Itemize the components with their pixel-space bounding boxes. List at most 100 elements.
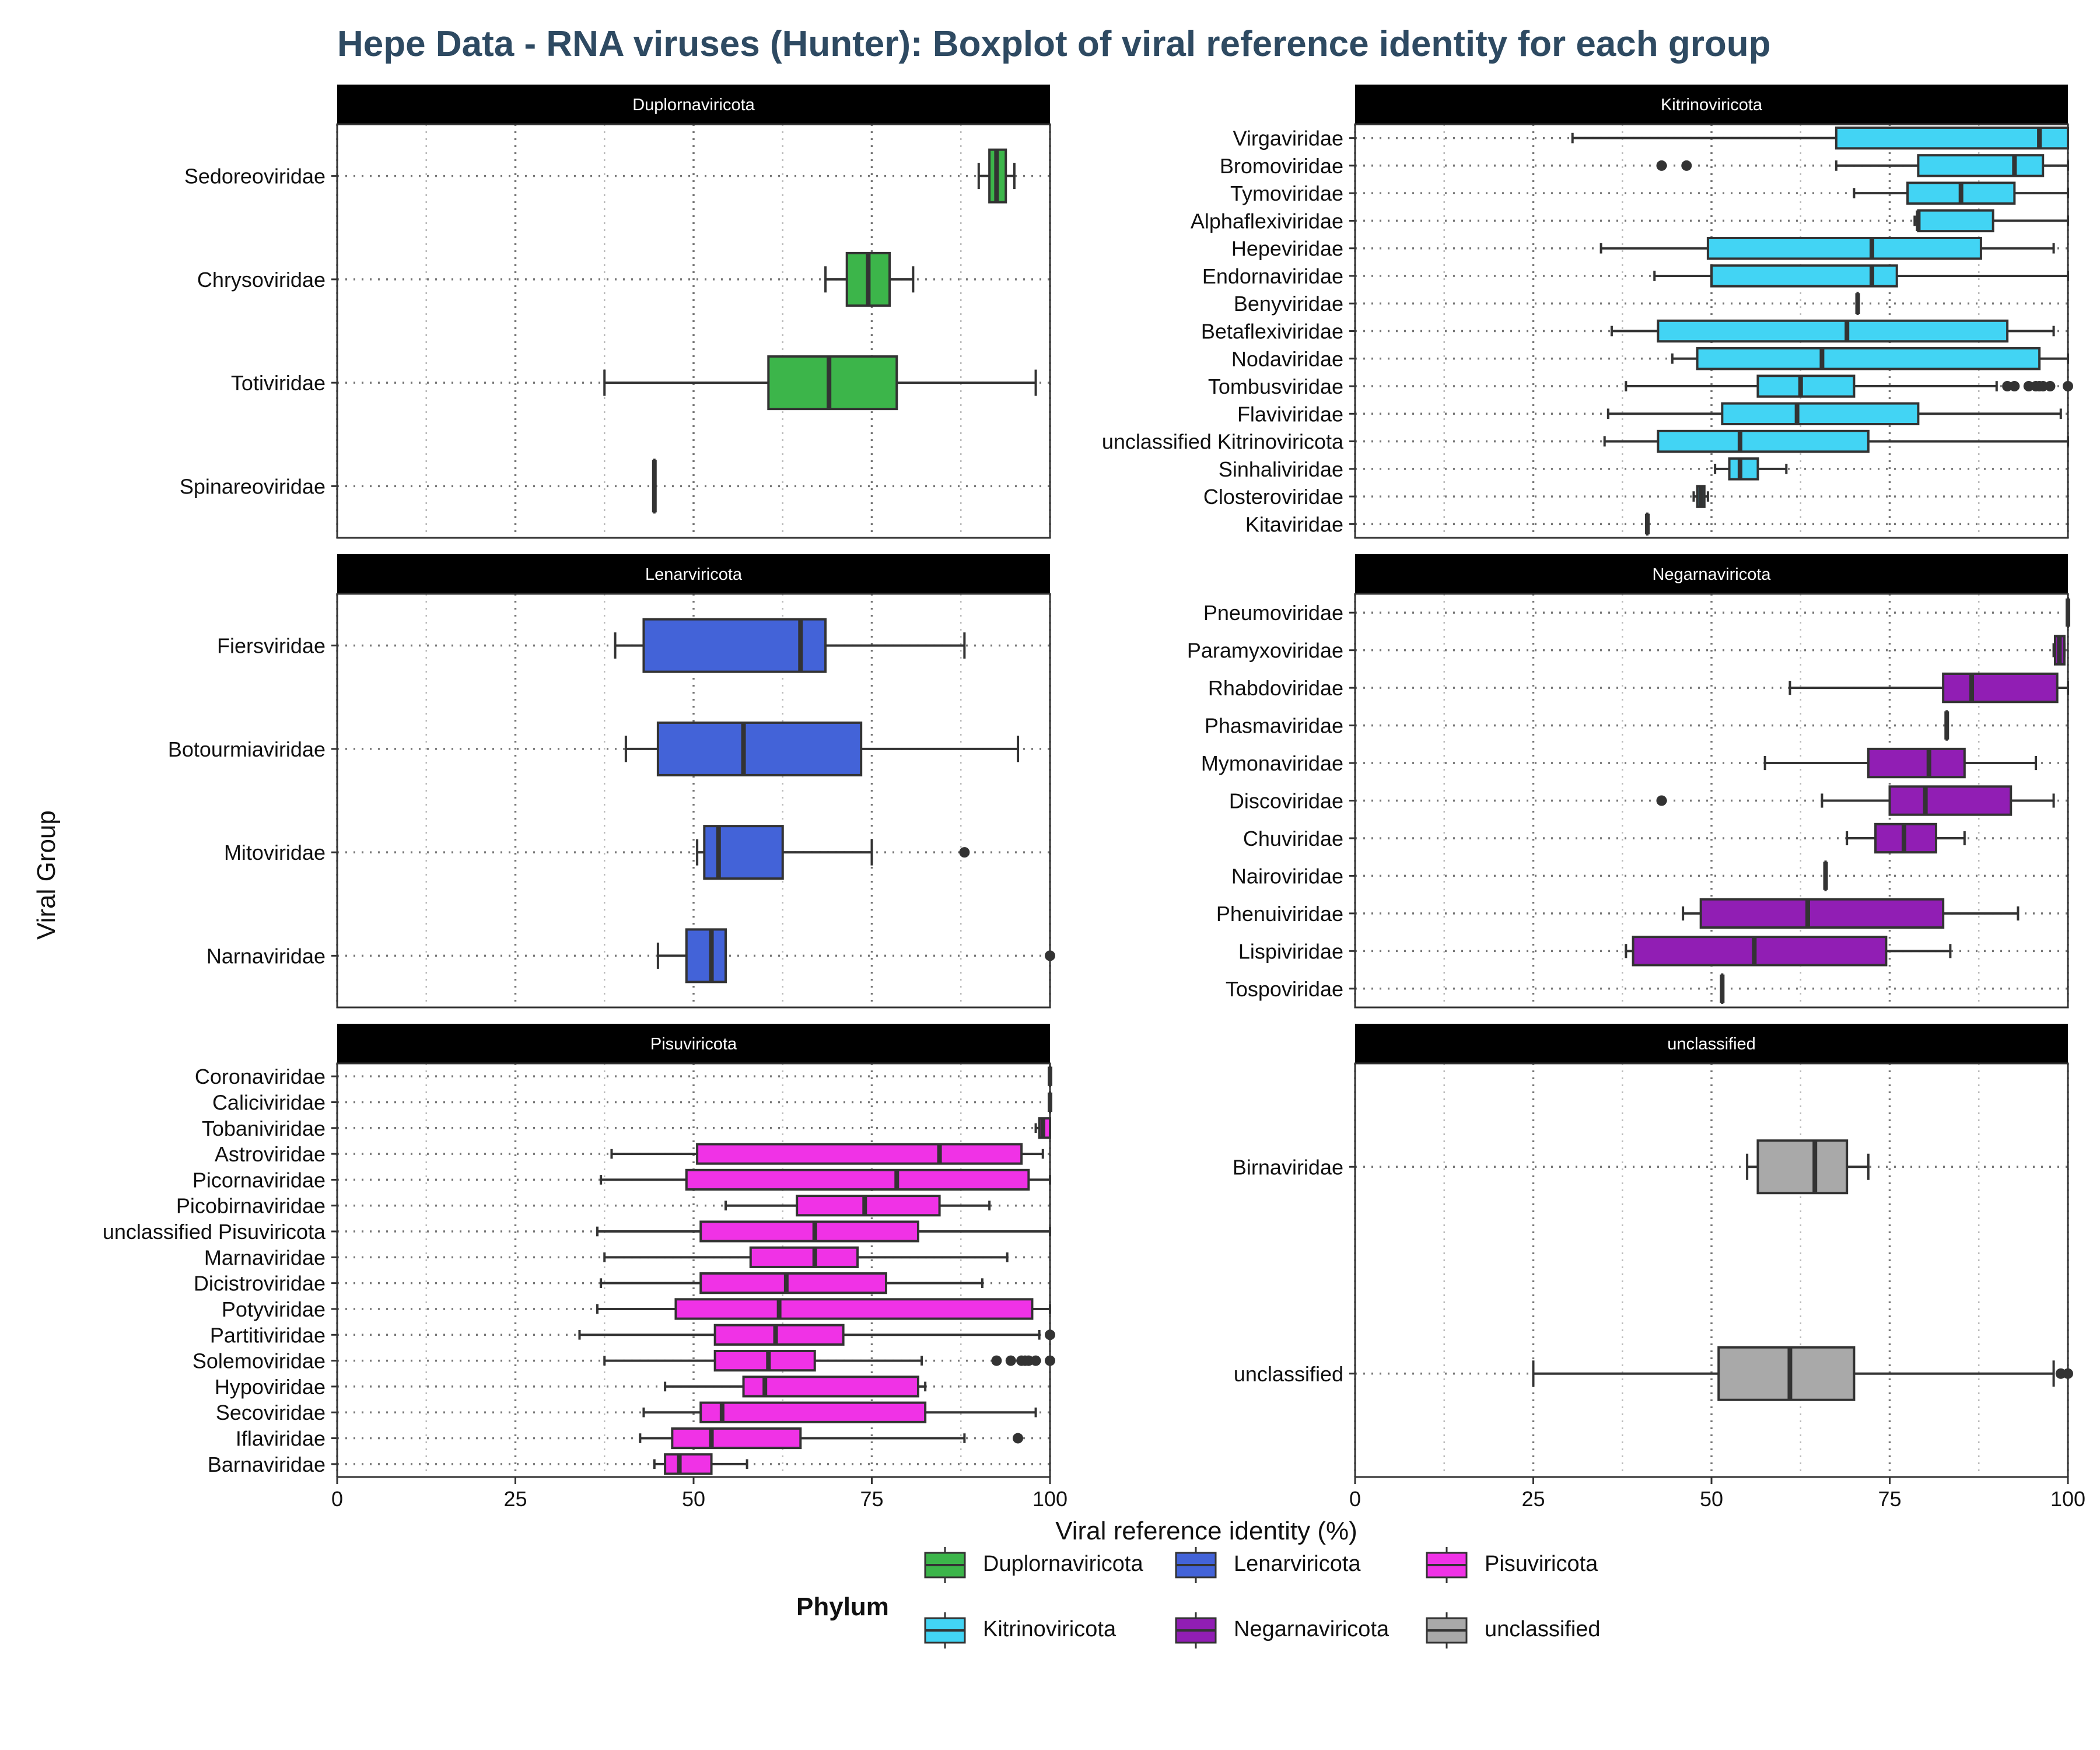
y-tick-label: Paramyxoviridae	[1187, 639, 1343, 663]
legend-label: Kitrinoviricota	[983, 1617, 1116, 1642]
legend-label: Pisuviricota	[1485, 1552, 1598, 1576]
x-tick-label: 25	[503, 1487, 527, 1511]
iqr-box	[767, 355, 898, 411]
box-unclassified-pisuviricota	[596, 1220, 1051, 1242]
x-tick-label: 100	[2050, 1487, 2085, 1511]
iqr-box	[1657, 319, 2009, 343]
box-botourmiaviridae	[624, 721, 1020, 776]
box-picobirnaviridae	[724, 1195, 991, 1217]
outlier-point	[991, 1355, 1002, 1366]
box-closteroviridae	[1692, 485, 1709, 508]
x-tick-label: 0	[331, 1487, 343, 1511]
box-birnaviridae	[1746, 1139, 1870, 1195]
y-tick-label: Coronaviridae	[195, 1065, 326, 1088]
y-tick-label: Closteroviridae	[1203, 485, 1343, 509]
iqr-box	[1917, 154, 2045, 177]
legend-label: Lenarviricota	[1234, 1552, 1361, 1576]
facet-panel-duplornaviricota: Duplornaviricota Sedoreoviridae Chrysoviri…	[180, 85, 1051, 539]
facet-strip	[337, 1024, 1050, 1063]
box-phenuiviridae	[1682, 898, 2020, 929]
facet-panel-lenarviricota: Lenarviricota Fiersviridae Botourmiavirida…	[168, 554, 1055, 1009]
y-tick-label: Secoviridae	[216, 1401, 326, 1424]
y-tick-label: Benyviridae	[1234, 292, 1343, 316]
iqr-box	[713, 1324, 845, 1346]
iqr-box	[713, 1349, 816, 1372]
y-tick-label: Sinhaliviridae	[1219, 457, 1343, 481]
iqr-box	[703, 825, 784, 880]
box-unclassified	[1532, 1346, 2073, 1401]
outlier-point	[1656, 160, 1667, 171]
panel-border	[336, 593, 1051, 1009]
x-tick-label: 50	[1700, 1487, 1723, 1511]
y-axis-label: Viral Group	[32, 810, 61, 940]
facet-strip-label: Pisuviricota	[650, 1035, 737, 1054]
box-flaviviridae	[1606, 402, 2062, 426]
facet-strip-label: Lenarviricota	[645, 565, 743, 584]
box-potyviridae	[596, 1298, 1051, 1320]
box-nodaviridae	[1671, 347, 2069, 370]
legend-key	[1175, 1547, 1217, 1583]
y-tick-label: unclassified Pisuviricota	[103, 1220, 326, 1244]
y-tick-label: Picobirnaviridae	[176, 1194, 326, 1218]
iqr-box	[699, 1220, 919, 1242]
y-tick-label: Kitaviridae	[1245, 512, 1343, 536]
box-partitiviridae	[578, 1324, 1055, 1346]
iqr-box	[1710, 264, 1898, 288]
box-tombusviridae	[1625, 374, 2073, 398]
facet-strip	[1355, 554, 2068, 594]
y-tick-label: Bromoviridae	[1220, 154, 1343, 178]
box-endornaviridae	[1653, 264, 2069, 288]
box-alphaflexiviridae	[1913, 209, 2069, 233]
outlier-point	[2009, 381, 2020, 392]
iqr-box	[1728, 457, 1759, 481]
box-hypoviridae	[664, 1376, 927, 1398]
outlier-point	[1005, 1355, 1016, 1366]
outlier-point	[1030, 1355, 1041, 1366]
iqr-box	[699, 1272, 887, 1294]
legend-key	[1175, 1612, 1217, 1648]
box-hepeviridae	[1600, 236, 2055, 260]
y-tick-label: Partitiviridae	[210, 1323, 326, 1347]
box-lispiviridae	[1625, 936, 1952, 967]
box-discoviridae	[1656, 785, 2055, 816]
y-tick-label: Tymoviridae	[1230, 181, 1343, 205]
legend-key	[924, 1547, 966, 1583]
iqr-box	[1632, 936, 1888, 967]
y-tick-label: Solemoviridae	[192, 1349, 326, 1373]
y-tick-label: Virgaviridae	[1233, 127, 1343, 150]
iqr-box	[1867, 747, 1966, 779]
box-unclassified-kitrinoviricota	[1603, 429, 2069, 453]
box-bromoviridae	[1656, 154, 2069, 177]
iqr-box	[685, 1168, 1030, 1191]
outlier-point	[2045, 381, 2056, 392]
iqr-box	[1942, 672, 2059, 704]
box-dicistroviridae	[600, 1272, 984, 1294]
y-tick-label: Pneumoviridae	[1203, 601, 1343, 625]
box-fiersviridae	[614, 618, 966, 673]
y-tick-label: Betaflexiviridae	[1201, 320, 1343, 344]
facet-strip-label: unclassified	[1667, 1035, 1756, 1054]
legend-label: Negarnaviricota	[1234, 1617, 1390, 1642]
y-tick-label: Nairoviridae	[1231, 864, 1343, 888]
x-tick-label: 100	[1032, 1487, 1068, 1511]
y-tick-label: Chrysoviridae	[197, 268, 326, 292]
box-picornaviridae	[600, 1168, 1051, 1191]
facet-panel-kitrinoviricota: Kitrinoviricota Virgaviridae Bromoviridae T…	[1102, 85, 2073, 539]
box-tymoviridae	[1853, 181, 2069, 205]
y-tick-label: unclassified	[1234, 1362, 1343, 1386]
box-mymonaviridae	[1763, 747, 2038, 779]
y-tick-label: Barnaviridae	[208, 1452, 326, 1476]
y-tick-label: Flaviviridae	[1237, 402, 1343, 426]
y-tick-label: Potyviridae	[222, 1297, 326, 1321]
y-tick-label: Chuviridae	[1243, 827, 1343, 850]
y-tick-label: Picornaviridae	[192, 1168, 326, 1192]
y-tick-label: Phenuiviridae	[1216, 902, 1343, 926]
y-tick-label: Phasmaviridae	[1205, 714, 1343, 738]
legend-key	[1426, 1547, 1468, 1583]
panel-border	[336, 123, 1051, 539]
box-solemoviridae	[603, 1349, 1055, 1372]
y-tick-label: unclassified Kitrinoviricota	[1102, 430, 1344, 454]
iqr-box	[674, 1298, 1034, 1320]
box-chrysoviridae	[824, 251, 915, 307]
